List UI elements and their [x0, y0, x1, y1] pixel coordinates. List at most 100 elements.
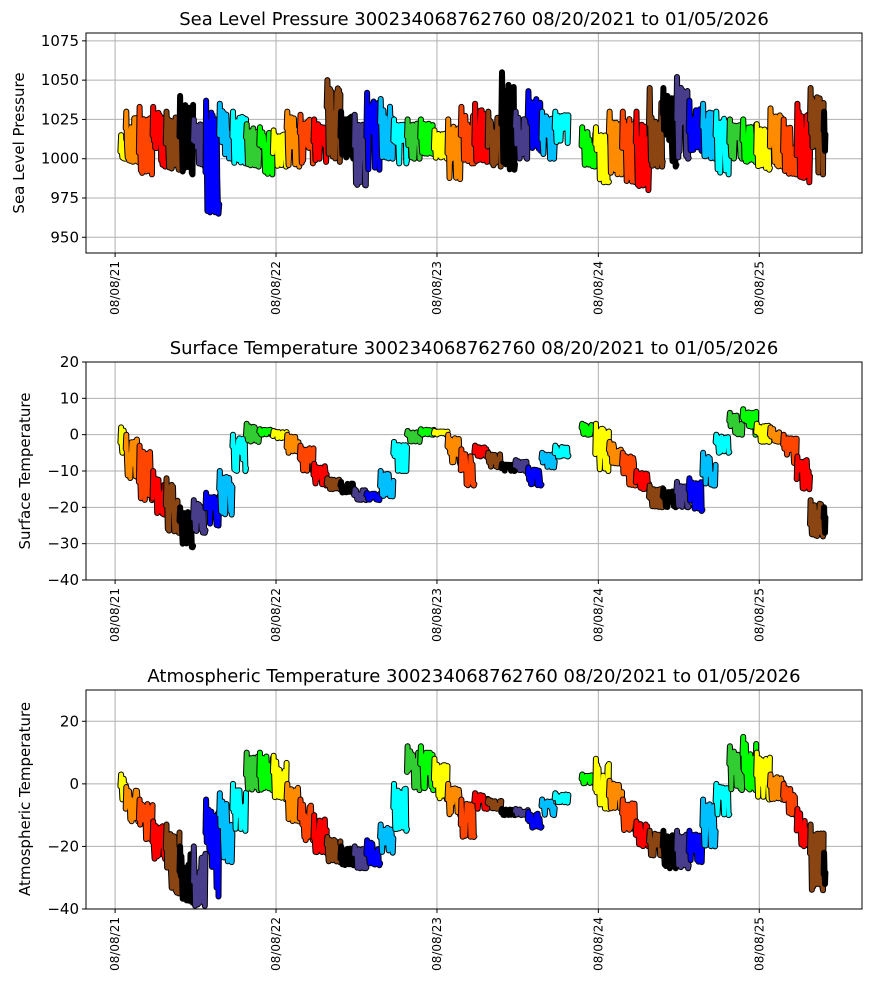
plot-frame — [85, 361, 863, 581]
data-segment-2022-09 — [284, 781, 302, 824]
data-segment-2023-01 — [338, 844, 357, 868]
x-tick-label: 08/08/25 — [752, 588, 766, 642]
data-segment-2024-01 — [499, 70, 517, 172]
data-series — [117, 69, 829, 217]
data-segment-2023-05 — [391, 781, 409, 833]
data-segment-2024-10 — [620, 797, 638, 833]
data-segment-2025-06 — [727, 117, 745, 161]
data-series — [117, 406, 829, 551]
data-segment-2023-07 — [418, 744, 436, 793]
data-segment-2025-10 — [781, 432, 799, 466]
data-segment-2023-03 — [364, 838, 383, 868]
data-segment-2024-05 — [552, 443, 571, 459]
data-segment-2022-09 — [284, 109, 302, 169]
data-segment-2024-07 — [579, 125, 598, 169]
data-segment-2023-09 — [445, 432, 463, 466]
data-segment-2025-03 — [686, 828, 705, 865]
y-tick-label: −10 — [47, 462, 79, 480]
plot-frame — [85, 689, 863, 910]
data-segment-2022-04 — [217, 791, 235, 865]
data-segment-2023-11 — [472, 101, 490, 164]
chart-title: Atmospheric Temperature 300234068762760 … — [147, 666, 800, 687]
data-segment-2024-08 — [593, 125, 611, 185]
data-segment-2025-11 — [794, 101, 812, 185]
data-series — [117, 733, 829, 909]
y-tick-label: 1050 — [41, 71, 79, 89]
data-segment-2025-08 — [754, 750, 772, 802]
data-segment-2022-06 — [244, 421, 262, 444]
data-segment-2022-03 — [203, 797, 222, 899]
x-tick-label: 08/08/24 — [591, 588, 605, 642]
y-tick-label: 1025 — [41, 110, 79, 128]
data-segment-2022-11 — [311, 461, 329, 488]
data-segment-2022-03 — [203, 98, 222, 216]
data-segment-2024-03 — [525, 810, 544, 830]
x-tick-label: 08/08/21 — [108, 588, 122, 642]
data-segment-2022-10 — [297, 443, 316, 473]
data-segment-2023-08 — [431, 429, 450, 437]
data-segment-2022-05 — [230, 432, 248, 473]
chart-title: Surface Temperature 300234068762760 08/2… — [170, 338, 779, 359]
y-axis-label: Surface Temperature — [16, 393, 34, 550]
data-segment-2023-03 — [364, 490, 383, 503]
data-segment-2023-04 — [378, 822, 396, 855]
data-segment-2021-10 — [136, 443, 155, 503]
chart-title: Sea Level Pressure 300234068762760 08/20… — [179, 9, 769, 30]
data-segment-2022-02 — [191, 844, 208, 908]
data-segment-2025-04 — [700, 450, 718, 488]
data-segment-2025-10 — [781, 781, 799, 818]
y-tick-label: 1075 — [41, 32, 79, 50]
x-tick-label: 08/08/25 — [752, 917, 766, 971]
data-segment-2025-03 — [686, 476, 705, 513]
data-segment-2025-08 — [754, 421, 772, 444]
x-tick-label: 08/08/24 — [591, 261, 605, 315]
y-tick-label: 1000 — [41, 150, 79, 168]
y-tick-label: 0 — [69, 775, 79, 793]
data-segment-2026-01 — [821, 505, 828, 535]
data-segment-2025-05 — [713, 432, 732, 455]
data-segment-2025-04 — [700, 101, 718, 161]
data-segment-2024-08 — [593, 421, 611, 473]
data-segment-2023-08 — [431, 756, 450, 802]
sea-level-pressure-panel: Sea Level Pressure 300234068762760 08/20… — [10, 9, 863, 315]
data-segment-2022-12 — [324, 78, 343, 164]
y-tick-label: −30 — [47, 535, 79, 553]
data-segment-2026-01 — [821, 109, 828, 153]
data-segment-2025-05 — [713, 781, 732, 818]
data-segment-2024-11 — [633, 819, 651, 849]
data-segment-2023-12 — [485, 797, 504, 811]
x-tick-label: 08/08/23 — [430, 917, 444, 971]
data-segment-2024-03 — [525, 465, 544, 488]
y-tick-label: −40 — [47, 900, 79, 918]
data-segment-2026-01 — [821, 850, 828, 886]
x-tick-label: 08/08/22 — [269, 917, 283, 971]
surface-temperature-panel: Surface Temperature 300234068762760 08/2… — [16, 338, 863, 642]
x-tick-label: 08/08/23 — [430, 588, 444, 642]
data-segment-2024-11 — [633, 469, 651, 492]
data-segment-2025-02 — [674, 479, 691, 510]
x-tick-label: 08/08/22 — [269, 588, 283, 642]
data-segment-2023-09 — [445, 781, 463, 818]
y-tick-label: 0 — [69, 426, 79, 444]
data-segment-2021-12 — [163, 476, 182, 535]
data-segment-2024-04 — [539, 450, 557, 470]
data-segment-2025-09 — [767, 772, 786, 802]
data-segment-2022-05 — [230, 781, 248, 833]
data-segment-2024-10 — [620, 450, 638, 488]
y-tick-label: −20 — [47, 498, 79, 516]
data-segment-2022-11 — [311, 813, 329, 855]
data-segment-2025-10 — [781, 117, 799, 177]
data-segment-2024-02 — [513, 109, 530, 161]
data-segment-2024-12 — [647, 86, 665, 169]
data-segment-2023-04 — [378, 97, 396, 161]
y-tick-label: 950 — [50, 228, 79, 246]
data-segment-2024-05 — [552, 109, 571, 145]
y-tick-label: 975 — [50, 189, 79, 207]
data-segment-2025-01 — [660, 487, 679, 510]
data-segment-2025-06 — [727, 410, 745, 437]
plot-frame — [85, 32, 863, 254]
data-segment-2025-07 — [740, 407, 759, 437]
data-segment-2022-07 — [257, 125, 275, 177]
data-segment-2023-12 — [485, 450, 504, 470]
